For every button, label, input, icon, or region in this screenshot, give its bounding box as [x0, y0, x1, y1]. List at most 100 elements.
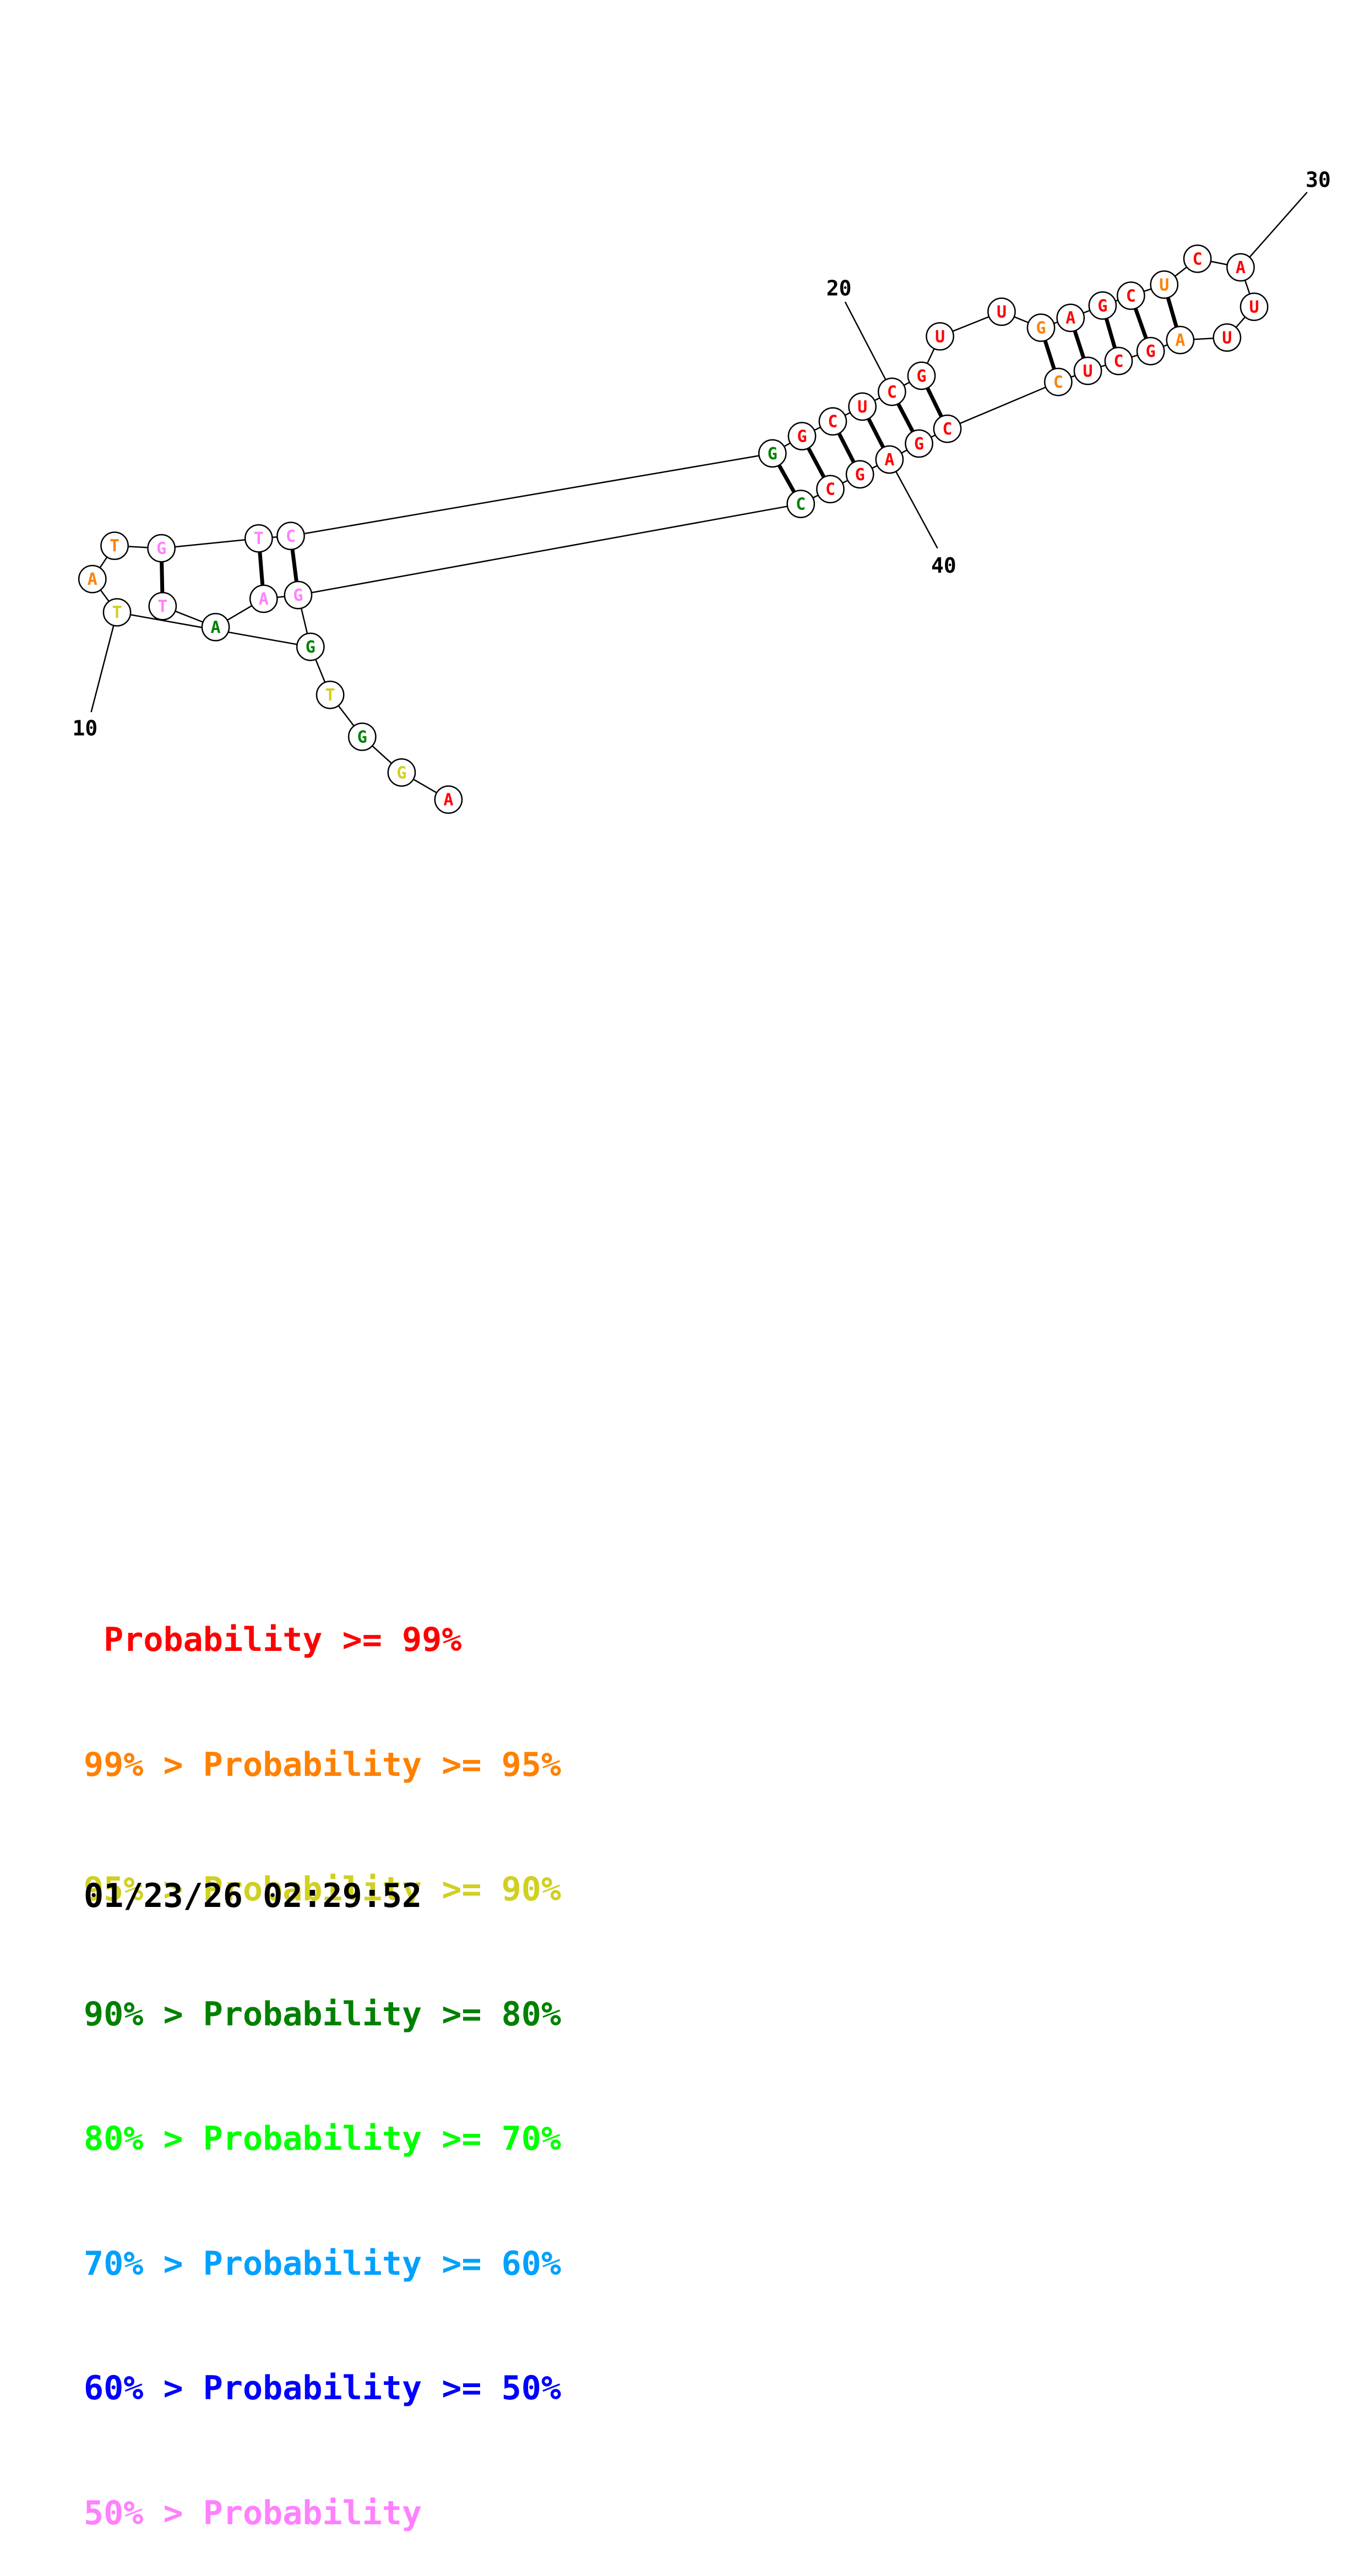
- nucleotide-circle: [1183, 244, 1212, 273]
- nucleotide-base: T: [110, 537, 119, 556]
- nucleotide-circle: [1226, 253, 1255, 282]
- nucleotide: A: [1226, 253, 1255, 282]
- nucleotide: C: [276, 521, 305, 551]
- nucleotide-base: G: [914, 434, 924, 454]
- nucleotide-circle: [905, 429, 933, 458]
- nucleotide-circle: [78, 564, 107, 594]
- nucleotide-base: C: [1053, 373, 1063, 392]
- position-tick: [889, 459, 938, 549]
- nucleotide: A: [249, 584, 278, 613]
- legend-prefix: 50% >: [84, 2493, 183, 2532]
- position-tick: [90, 612, 118, 713]
- nucleotide-circle: [296, 632, 325, 661]
- nucleotide-circle: [1166, 325, 1195, 355]
- nucleotide-circle: [102, 598, 132, 627]
- backbone-segment: [298, 503, 801, 596]
- nucleotide-base: T: [325, 686, 335, 705]
- nucleotide: C: [877, 377, 906, 406]
- nucleotide: G: [907, 361, 936, 390]
- legend-suffix: >= 50%: [442, 2369, 561, 2407]
- legend-row: 70% > Probability >= 60%: [84, 2243, 561, 2285]
- nucleotide-base: U: [1249, 298, 1259, 317]
- legend-label: Probability: [203, 2493, 422, 2532]
- nucleotide: A: [78, 564, 107, 594]
- nucleotide-circle: [1073, 356, 1102, 385]
- nucleotide: A: [1166, 325, 1195, 355]
- nucleotide-circle: [1150, 270, 1179, 299]
- nucleotide: C: [1183, 244, 1212, 273]
- nucleotide-base: C: [825, 480, 835, 499]
- legend-row: 99% > Probability >= 95%: [84, 1744, 561, 1786]
- position-tick: [844, 301, 893, 393]
- nucleotide-base: C: [796, 495, 806, 514]
- backbone-segment: [290, 453, 773, 537]
- position-numbers: 10 20 30 40: [72, 168, 1330, 741]
- position-number: 40: [931, 553, 956, 578]
- nucleotide-base: A: [259, 590, 269, 609]
- nucleotide: U: [848, 392, 877, 421]
- nucleotide: G: [296, 632, 325, 661]
- nucleotide-base: C: [286, 527, 296, 546]
- position-tick-lines: [90, 192, 1308, 713]
- nucleotide-base: G: [855, 465, 865, 485]
- nucleotide-circle: [787, 422, 817, 450]
- nucleotide-circle: [1026, 313, 1056, 342]
- nucleotide-circle: [434, 785, 463, 814]
- nucleotide: C: [1104, 346, 1133, 376]
- legend-label: Probability: [203, 2244, 422, 2283]
- nucleotide-circle: [100, 531, 129, 561]
- legend-prefix: 60% >: [84, 2369, 183, 2407]
- legend-prefix: 99% >: [84, 1745, 183, 1784]
- nucleotide-circle: [1239, 292, 1269, 321]
- nucleotide-base: C: [887, 383, 897, 402]
- nucleotide: U: [1150, 270, 1179, 299]
- nucleotide: U: [926, 322, 954, 351]
- legend-row: 80% > Probability >= 70%: [84, 2118, 561, 2160]
- legend-row: 95% > Probability >= 90%: [84, 1869, 561, 1911]
- nucleotide-base: G: [917, 367, 927, 386]
- nucleotide-circle: [347, 722, 377, 751]
- nucleotide: A: [434, 785, 463, 814]
- nucleotide-base: A: [211, 618, 221, 637]
- base-pair-bonds: [159, 284, 1182, 606]
- nucleotide-circle: [201, 612, 230, 642]
- nucleotide-base: U: [1083, 362, 1093, 381]
- legend-row: 50% > Probability: [84, 2493, 561, 2535]
- nucleotide: C: [933, 414, 962, 443]
- legend-suffix: >= 80%: [442, 1995, 561, 2034]
- backbone-segment: [947, 381, 1059, 430]
- legend-label: Probability: [104, 1621, 323, 1659]
- nucleotide-base: T: [112, 603, 122, 622]
- legend-suffix: >= 95%: [442, 1745, 561, 1784]
- nucleotide: C: [818, 407, 847, 436]
- nucleotide-circle: [1044, 367, 1073, 396]
- nucleotide-circle: [284, 580, 313, 610]
- nucleotide-base: U: [857, 398, 867, 417]
- nucleotide-base: C: [1126, 286, 1136, 306]
- nucleotide-base: U: [1222, 329, 1232, 348]
- legend-row: 60% > Probability >= 50%: [84, 2368, 561, 2410]
- legend-suffix: >= 90%: [442, 1870, 561, 1909]
- nucleotide-base: C: [943, 420, 953, 439]
- nucleotide-circle: [1088, 291, 1117, 320]
- legend-label: Probability: [203, 1745, 422, 1784]
- nucleotide-circle: [786, 490, 815, 518]
- nucleotide-circle: [1056, 303, 1085, 333]
- nucleotide-base: G: [1036, 319, 1046, 338]
- nucleotide-base: T: [157, 597, 167, 616]
- nucleotide-circle: [1212, 323, 1242, 352]
- nucleotide: C: [1044, 367, 1073, 396]
- nucleotide-base: G: [396, 763, 406, 782]
- nucleotide: G: [147, 534, 176, 563]
- nucleotide: A: [1056, 303, 1085, 333]
- nucleotide-base: C: [1113, 352, 1123, 371]
- nucleotide: T: [100, 531, 129, 561]
- nucleotide: U: [987, 297, 1016, 326]
- legend-row: 90% > Probability >= 80%: [84, 1994, 561, 2036]
- nucleotide: G: [1088, 291, 1117, 320]
- nucleotide-base: G: [1146, 342, 1156, 361]
- nucleotide-circle: [845, 460, 874, 489]
- probability-legend: Probability >= 99% 99% > Probability >= …: [84, 1536, 561, 2576]
- position-number: 20: [826, 276, 852, 301]
